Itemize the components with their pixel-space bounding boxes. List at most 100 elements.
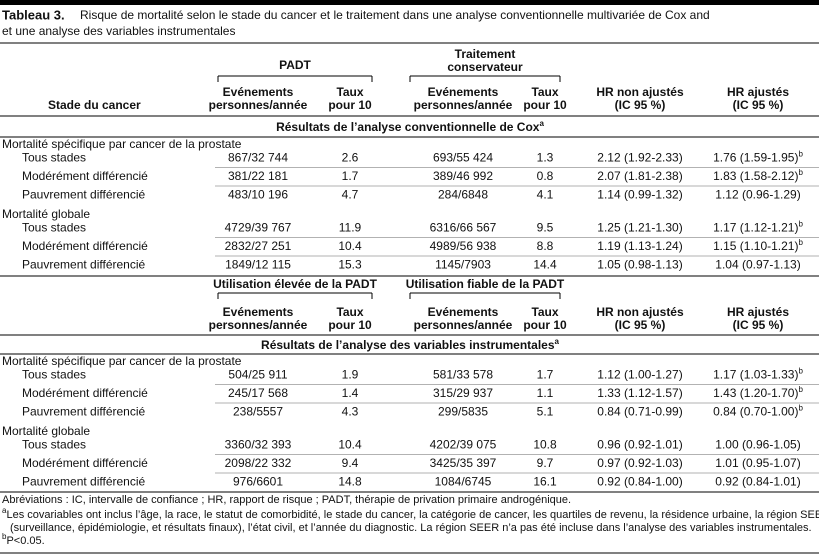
group-header: Utilisation élevée de la PADT [213,277,377,291]
cell: 1.25 (1.21-1.30) [597,221,682,235]
column-header: (IC 95 %) [615,98,666,112]
cell: 9.4 [342,456,359,470]
cell: 16.1 [533,475,557,489]
cell-text: 4989/56 938 [430,239,497,253]
cell-text: 14.4 [533,258,557,272]
superscript: a [539,119,544,128]
cell: 693/55 424 [433,151,493,165]
superscript: b [798,219,803,228]
cell-text: 315/29 937 [433,386,493,400]
cell-text: 6316/66 567 [430,221,497,235]
cell: 1145/7903 [435,258,491,272]
column-header: Evénements [428,85,499,99]
column-header: Evénements [223,85,294,99]
cell-text: 1.15 (1.10-1.21) [713,239,798,253]
cell: 1.83 (1.58-2.12)b [713,168,803,184]
table-label: Tableau 3. [2,7,65,22]
cell-text: 10.8 [533,438,557,452]
cell: 245/17 568 [228,386,288,400]
group-header: PADT [279,58,311,72]
row-label: Modérément différencié [22,239,148,253]
cell-text: 11.9 [339,221,362,235]
cell-text: 1.4 [342,386,359,400]
cell-text: 581/33 578 [433,368,493,382]
cell-text: 1.7 [342,169,359,183]
column-header: Evénements [428,305,499,319]
column-header: Taux [336,305,363,319]
cell: 1.12 (0.96-1.29) [715,188,800,202]
cell: 0.97 (0.92-1.03) [597,456,682,470]
cell: 9.7 [537,456,554,470]
row-label: Tous stades [22,368,86,382]
superscript: b [798,238,803,247]
cell: 4.3 [342,405,359,419]
cell-text: 389/46 992 [433,169,493,183]
cell-text: 0.97 (0.92-1.03) [597,456,682,470]
cell-text: 10.4 [338,239,362,253]
column-header: pour 10 [328,318,372,332]
superscript: b [798,149,803,158]
cell-text: 1.05 (0.98-1.13) [597,258,682,272]
cell: 1.7 [537,368,554,382]
block-label: Mortalité spécifique par cancer de la pr… [2,354,242,368]
cell-text: 4.1 [537,188,554,202]
cell-text: 0.92 (0.84-1.01) [715,475,800,489]
column-header: personnes/année [209,98,308,112]
cell-text: 10.4 [338,438,362,452]
cell-text: 9.5 [537,221,554,235]
cell: 1.04 (0.97-1.13) [715,258,800,272]
cell-text: 284/6848 [438,188,488,202]
title-line: et une analyse des variables instrumenta… [2,24,235,38]
cell: 9.5 [537,221,554,235]
column-header: pour 10 [328,98,372,112]
block-label: Mortalité globale [2,207,90,221]
superscript: b [2,532,7,541]
cell-text: 381/22 181 [228,169,288,183]
column-header: Evénements [223,305,294,319]
cell: 14.8 [338,475,362,489]
cell-text: 0.92 (0.84-1.00) [597,475,682,489]
cell-text: 693/55 424 [433,151,493,165]
cell: 14.4 [533,258,557,272]
row-label: Modérément différencié [22,386,148,400]
cell: 2.12 (1.92-2.33) [597,151,682,165]
cell: 6316/66 567 [430,221,497,235]
column-header: Taux [336,85,363,99]
cell-text: 976/6601 [233,475,283,489]
cell-text: 3425/35 397 [430,456,497,470]
cell-text: 1.1 [537,386,554,400]
cell: 4202/39 075 [430,438,497,452]
cell: 10.8 [533,438,557,452]
cell: 299/5835 [438,405,488,419]
cell-text: 1.00 (0.96-1.05) [715,438,800,452]
cell-text: 4202/39 075 [430,438,497,452]
cell-text: 1.7 [537,368,554,382]
row-label: Modérément différencié [22,169,148,183]
row-label: Tous stades [22,151,86,165]
cell: 5.1 [537,405,554,419]
cell: 2098/22 332 [225,456,292,470]
cell: 1.76 (1.59-1.95)b [713,149,803,165]
cell-text: 867/32 744 [228,151,288,165]
cell-text: 14.8 [338,475,362,489]
cell-text: 8.8 [537,239,554,253]
footnote-text: P<0.05. [6,535,44,547]
cell: 1.1 [537,386,554,400]
cell: 11.9 [339,221,362,235]
superscript: b [798,403,803,412]
section-header-text: Résultats de l’analyse conventionnelle d… [276,120,540,134]
cell: 1.9 [342,368,359,382]
cell-text: 504/25 911 [228,368,287,382]
cell: 2.6 [342,151,359,165]
column-header: Taux [531,85,558,99]
row-label: Pauvrement différencié [22,405,146,419]
cell: 381/22 181 [228,169,288,183]
group-header: conservateur [447,60,523,74]
footnote: (surveillance, épidémiologie, et résulta… [10,522,812,534]
cell: 284/6848 [438,188,488,202]
title-line: Risque de mortalité selon le stade du ca… [80,8,710,22]
cell-text: 1.33 (1.12-1.57) [597,386,682,400]
cell-text: 9.7 [537,456,554,470]
top-bar [0,0,819,5]
